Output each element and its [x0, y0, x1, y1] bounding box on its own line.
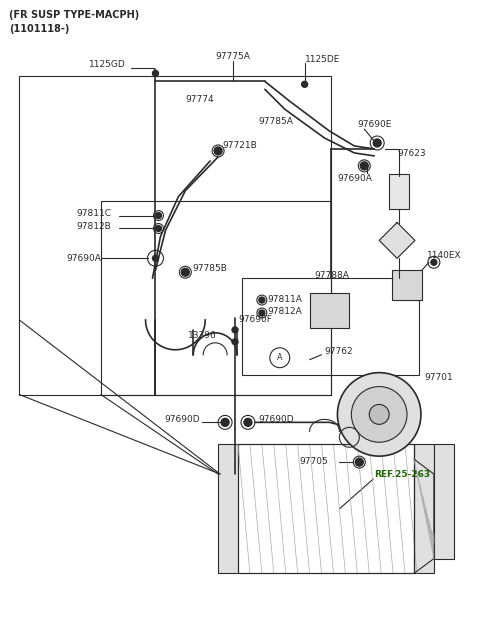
- Text: 97812B: 97812B: [76, 222, 111, 231]
- Text: 97690A: 97690A: [66, 254, 101, 263]
- Circle shape: [156, 226, 161, 232]
- Circle shape: [153, 255, 158, 261]
- Text: 97762: 97762: [324, 347, 353, 356]
- Text: 97812A: 97812A: [268, 308, 302, 316]
- Circle shape: [156, 212, 161, 219]
- Text: 97721B: 97721B: [222, 141, 257, 151]
- Circle shape: [431, 259, 437, 265]
- Circle shape: [360, 162, 368, 170]
- Circle shape: [232, 339, 238, 345]
- Text: 97690E: 97690E: [357, 120, 392, 128]
- Text: 97788A: 97788A: [314, 271, 349, 280]
- Text: 97690D: 97690D: [165, 415, 200, 424]
- Bar: [389, 174, 409, 209]
- Text: 97701: 97701: [424, 373, 453, 382]
- Text: 97785A: 97785A: [258, 117, 293, 126]
- Bar: [434, 444, 454, 559]
- Text: 97811A: 97811A: [268, 295, 303, 303]
- Circle shape: [351, 386, 407, 442]
- Circle shape: [355, 458, 363, 466]
- Circle shape: [373, 139, 381, 147]
- Text: 13396: 13396: [188, 331, 217, 340]
- Circle shape: [232, 327, 238, 333]
- Circle shape: [259, 310, 265, 316]
- Bar: [19, 77, 332, 394]
- Polygon shape: [379, 222, 415, 259]
- Text: 97785B: 97785B: [192, 264, 227, 273]
- Circle shape: [369, 404, 389, 424]
- Text: 97774: 97774: [185, 95, 214, 104]
- Bar: [238, 444, 414, 574]
- Text: 1125DE: 1125DE: [305, 55, 340, 64]
- Bar: [218, 444, 238, 574]
- Text: 97690A: 97690A: [337, 174, 372, 183]
- Text: 97690D: 97690D: [258, 415, 294, 424]
- Circle shape: [301, 82, 308, 87]
- Circle shape: [259, 297, 265, 303]
- Text: 97623: 97623: [397, 150, 426, 158]
- Bar: [242, 278, 419, 374]
- Bar: [392, 270, 422, 300]
- Text: (1101118-): (1101118-): [9, 24, 70, 34]
- Bar: [310, 293, 349, 328]
- Text: (FR SUSP TYPE-MACPH): (FR SUSP TYPE-MACPH): [9, 10, 140, 20]
- Bar: [101, 201, 332, 394]
- Circle shape: [153, 70, 158, 77]
- Circle shape: [221, 419, 229, 426]
- Text: 97705: 97705: [300, 457, 328, 465]
- Text: 1140EX: 1140EX: [427, 251, 462, 260]
- Text: 97811C: 97811C: [76, 209, 111, 218]
- Circle shape: [337, 373, 421, 456]
- Circle shape: [244, 419, 252, 426]
- Text: 97775A: 97775A: [216, 52, 251, 61]
- Text: A: A: [277, 353, 283, 362]
- Text: 97690F: 97690F: [238, 315, 272, 325]
- Circle shape: [181, 269, 189, 276]
- Text: 1125GD: 1125GD: [89, 60, 126, 69]
- Bar: [414, 444, 434, 574]
- Text: A: A: [347, 433, 352, 442]
- Text: REF.25-263: REF.25-263: [374, 470, 431, 478]
- Circle shape: [214, 147, 222, 155]
